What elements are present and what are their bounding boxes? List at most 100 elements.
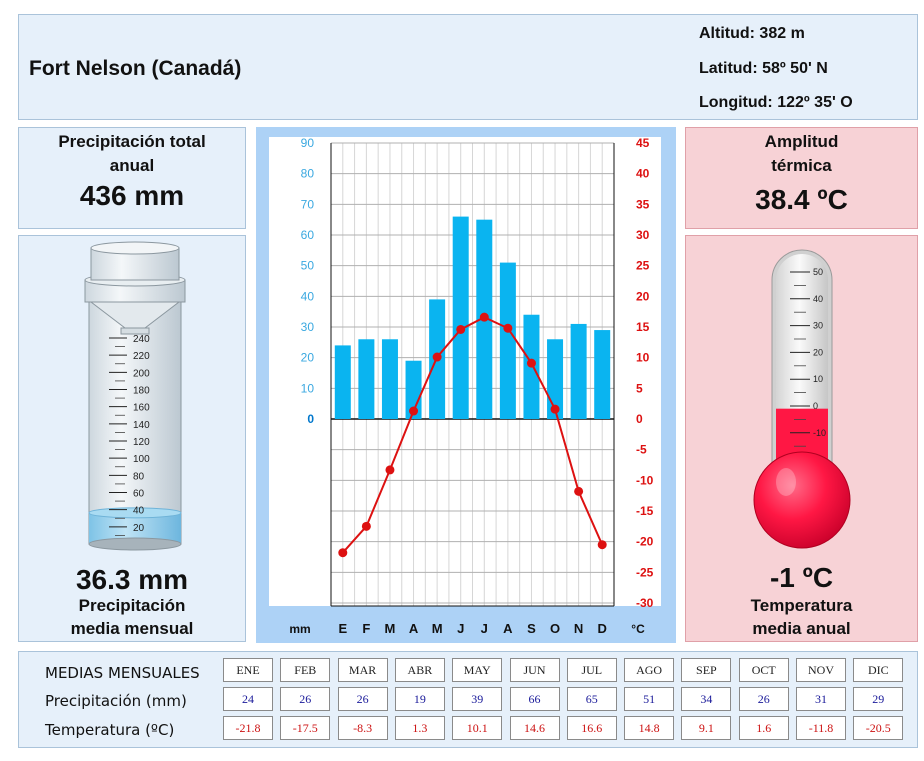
right-tick-label: -10: [636, 473, 654, 487]
month-label: A: [409, 621, 419, 636]
thermometer: 50 40 30 20 10 0 -10: [753, 249, 851, 549]
table-month-header: OCT: [738, 658, 789, 682]
right-tick-label: -5: [636, 443, 647, 457]
table-temp-cell: -20.5: [853, 716, 904, 740]
precip-total-label-1: Precipitación total: [58, 132, 206, 151]
table-temp-cell: -17.5: [280, 716, 331, 740]
table-precip-cell: 66: [509, 687, 560, 711]
temp-point: [385, 465, 395, 475]
chart-grid: [330, 142, 615, 607]
temp-mean-label-1: Temperatura: [750, 596, 853, 615]
temp-point: [432, 352, 442, 362]
gauge-water-surface: [88, 507, 182, 519]
temp-point: [503, 323, 513, 333]
month-label: M: [385, 621, 396, 636]
table-precip-cell: 31: [796, 687, 846, 711]
table-month-header: JUN: [509, 658, 560, 682]
right-tick-label: 35: [636, 197, 650, 211]
right-tick-label: -20: [636, 535, 654, 549]
temp-point: [338, 548, 348, 558]
table-month-header: AGO: [624, 658, 675, 682]
table-precip-cell: 24: [223, 687, 273, 711]
latitude: Latitud: 58º 50' N: [699, 60, 828, 77]
month-label: J: [457, 621, 464, 636]
temperature-line: [342, 316, 604, 554]
month-label: O: [550, 621, 560, 636]
left-tick-label: 20: [301, 351, 315, 365]
right-tick-label: 0: [636, 412, 643, 426]
table-month-header: JUL: [566, 658, 617, 682]
temp-mean-value: -1 ºC: [769, 562, 834, 593]
table-temp-cell: 1.3: [394, 716, 445, 740]
right-tick-label: 5: [636, 381, 643, 395]
table-precip-cell: 26: [280, 687, 331, 711]
gauge-tick-label: 220: [133, 351, 150, 362]
month-label: J: [481, 621, 488, 636]
altitude: Altitud: 382 m: [699, 25, 805, 42]
left-axis-ticks: 90 80 70 60 50 40 30 20 10 0: [301, 136, 315, 426]
table-temp-cell: 14.8: [624, 716, 675, 740]
precip-total-label-2: anual: [109, 156, 155, 175]
temp-point: [456, 324, 466, 334]
right-tick-label: 20: [636, 289, 650, 303]
right-axis-ticks: 45 40 35 30 25 20 15 10 5 0 -5 -10 -15 -20 -25 -30: [636, 136, 654, 610]
right-tick-label: 25: [636, 259, 650, 273]
month-label: D: [598, 621, 607, 636]
table-precip-cell: 26: [337, 687, 388, 711]
station-name: Fort Nelson (Canadá): [29, 57, 242, 80]
temp-point: [479, 312, 489, 322]
month-label: F: [362, 621, 370, 636]
thermo-tick-label: 0: [813, 401, 818, 411]
month-label: E: [338, 621, 347, 636]
right-tick-label: -15: [636, 504, 654, 518]
thermometer-scale: 50 40 30 20 10 0 -10: [790, 267, 826, 447]
gauge-tick-label: 60: [133, 489, 145, 500]
table-temp-cell: -21.8: [223, 716, 273, 740]
table-temp-cell: -11.8: [796, 716, 846, 740]
gauge-tick-label: 20: [133, 523, 145, 534]
table-temp-cell: 10.1: [452, 716, 503, 740]
gauge-scale: 240 220 200 180 160 140 120 100 80 60 40 20: [109, 334, 150, 536]
table-temp-cell: 16.6: [566, 716, 617, 740]
table-title: MEDIAS MENSUALES: [45, 664, 200, 682]
left-axis-label: mm: [289, 622, 310, 636]
gauge-tick-label: 140: [133, 420, 150, 431]
right-axis-label: °C: [631, 622, 645, 636]
rain-gauge: 240 220 200 180 160 140 120 100 80 60 40 20: [84, 241, 186, 551]
gauge-tick-label: 40: [133, 506, 145, 517]
table-precip-cell: 39: [452, 687, 503, 711]
right-tick-label: 30: [636, 228, 650, 242]
left-tick-label: 30: [301, 320, 315, 334]
gauge-tick-label: 180: [133, 386, 150, 397]
right-tick-label: -30: [636, 596, 654, 610]
temperature-points: [338, 312, 607, 558]
thermo-tick-label: -10: [813, 428, 826, 438]
precip-bar: [358, 339, 375, 419]
precip-row-label: Precipitación (mm): [45, 692, 187, 710]
precip-bar: [452, 216, 469, 419]
thermo-tick-label: 50: [813, 267, 823, 277]
precip-mean-label-2: media mensual: [70, 619, 194, 638]
precip-bar: [334, 345, 351, 419]
right-tick-label: 15: [636, 320, 650, 334]
gauge-tick-label: 100: [133, 454, 150, 465]
right-tick-label: -25: [636, 565, 654, 579]
precip-mean-panel: 240 220 200 180 160 140 120 100 80 60 40 20 36.3 mm…: [18, 235, 246, 642]
table-month-header: MAY: [452, 658, 503, 682]
precip-bar: [381, 339, 398, 419]
temp-point: [409, 406, 419, 416]
precip-mean-label-1: Precipitación: [78, 596, 186, 615]
table-month-header: MAR: [337, 658, 388, 682]
precip-bar: [570, 323, 587, 419]
precip-mean-value: 36.3 mm: [75, 564, 189, 595]
left-tick-label: 80: [301, 167, 315, 181]
table-precip-cell: 19: [394, 687, 445, 711]
month-label: N: [574, 621, 583, 636]
table-month-header: DIC: [853, 658, 904, 682]
temp-point: [597, 540, 607, 550]
table-temp-cell: 14.6: [509, 716, 560, 740]
amplitude-value: 38.4 ºC: [755, 184, 848, 215]
gauge-tick-label: 80: [133, 471, 145, 482]
station-header: Fort Nelson (Canadá) Altitud: 382 m Lati…: [18, 14, 918, 120]
table-precip-cell: 34: [681, 687, 732, 711]
